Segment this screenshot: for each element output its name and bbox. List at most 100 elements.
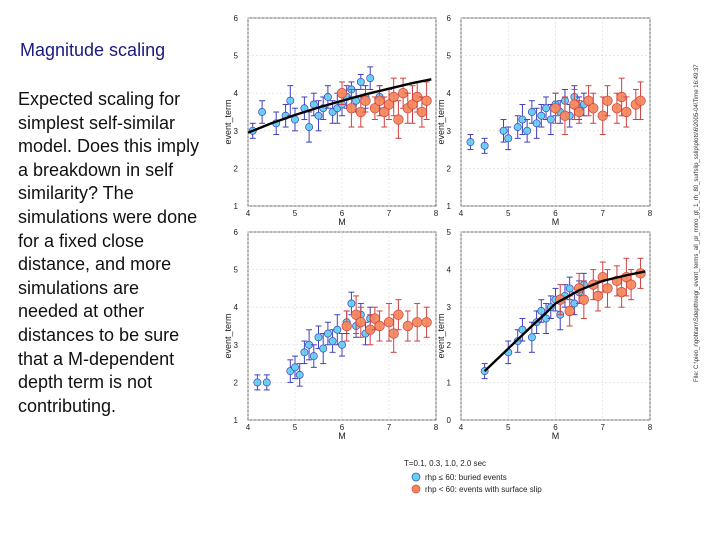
panel-3-buried-point <box>319 344 328 353</box>
panel-2-surface-point <box>588 103 599 114</box>
panel-4-y-tick-label: 5 <box>447 228 452 237</box>
panel-3-x-tick-label: 4 <box>246 423 251 432</box>
panel-4-y-tick-label: 2 <box>447 341 452 350</box>
panel-1-buried-point <box>286 96 295 105</box>
legend-buried-marker <box>411 472 421 482</box>
panel-3-surface-point <box>355 317 366 328</box>
panel-3-buried-point <box>314 333 323 342</box>
legend-buried-label: rhp ≤ 60: buried events <box>425 473 507 482</box>
slide-title: Magnitude scaling <box>20 40 166 60</box>
panel-2-x-tick-label: 4 <box>459 209 464 218</box>
panel-3-x-tick-label: 8 <box>434 423 439 432</box>
panel-1-scaling-curve <box>247 78 432 134</box>
panel-2-buried-point <box>499 126 508 135</box>
panel-4-y-axis-label: event_term <box>436 313 446 358</box>
panel-4-buried-point <box>527 333 536 342</box>
panel-2-y-tick-label: 2 <box>447 164 452 173</box>
panel-3-buried-point <box>328 337 337 345</box>
panel-1-y-tick-label: 5 <box>234 52 239 61</box>
panel-2-surface-point <box>559 110 571 121</box>
panel-2-buried-point <box>527 108 536 116</box>
panel-2-buried-point <box>546 115 555 124</box>
panel-3-surface-point <box>383 317 395 328</box>
panel-1-surface-point <box>421 95 432 106</box>
panel-3-x-tick-label: 7 <box>387 423 392 432</box>
panel-2-buried-point <box>542 104 551 113</box>
panel-1-surface-point <box>360 95 371 106</box>
panel-2-buried-point <box>504 134 513 143</box>
panel-1-buried-point <box>258 108 267 116</box>
panel-2-y-tick-label: 1 <box>447 202 452 211</box>
panel-1-y-tick-label: 2 <box>234 164 239 173</box>
panel-2-buried-point <box>537 111 546 120</box>
panel-4-surface-point <box>602 283 613 294</box>
panel-4-buried-point <box>518 325 527 334</box>
panel-3-buried-point <box>309 352 318 361</box>
panel-4-y-tick-label: 1 <box>447 378 452 387</box>
panel-4-surface-point <box>625 279 637 290</box>
panel-4-y-tick-label: 0 <box>447 416 452 425</box>
panel-3-surface-point <box>412 317 423 328</box>
panel-3-buried-point <box>300 348 309 357</box>
panel-4-y-tick-label: 4 <box>447 266 452 275</box>
legend-period-label: T=0.1, 0.3, 1.0, 2.0 sec <box>404 459 486 468</box>
panel-2-x-tick-label: 5 <box>506 209 511 218</box>
panel-2-buried-point <box>466 138 475 147</box>
panel-2-x-axis-label: M <box>552 217 560 227</box>
panel-3-surface-point <box>402 320 413 332</box>
panel-2-surface-point <box>573 106 585 118</box>
panel-3-buried-point <box>291 363 299 372</box>
panel-2-x-tick-label: 6 <box>553 209 558 218</box>
panel-1-surface-point <box>416 106 428 118</box>
panel-3-surface-point <box>341 320 352 332</box>
panel-3-y-tick-label: 6 <box>234 228 239 237</box>
panel-3-buried-point <box>333 325 342 334</box>
panel-2-x-tick-label: 8 <box>648 209 653 218</box>
legend-surface-label: rhp < 60: events with surface slip <box>425 485 542 494</box>
panel-3-buried-point <box>262 378 271 387</box>
panel-2-surface-point <box>635 95 646 106</box>
panel-2-buried-point <box>523 126 532 135</box>
panel-1-y-tick-label: 1 <box>234 202 239 211</box>
panel-1-y-axis-label: event_term <box>223 99 233 144</box>
panel-4-surface-point <box>592 290 604 302</box>
panel-4-surface-point <box>578 294 589 305</box>
panel-3-y-tick-label: 4 <box>234 303 239 312</box>
panel-2-y-tick-label: 3 <box>447 127 452 136</box>
panel-1-surface-point <box>346 103 357 114</box>
panel-3-y-tick-label: 5 <box>234 266 239 275</box>
panel-4-x-tick-label: 5 <box>506 423 511 432</box>
panel-1-buried-point <box>366 74 375 83</box>
panel-1-buried-point <box>356 77 365 86</box>
panel-4-surface-point <box>564 305 575 317</box>
file-path-label: File: C:\pieo_r\gohtam\Sdepth\regr_event… <box>694 64 700 382</box>
panel-2-surface-point <box>611 103 623 114</box>
panel-3-x-tick-label: 5 <box>293 423 298 432</box>
panel-3-buried-point <box>253 378 262 387</box>
panel-1-x-tick-label: 4 <box>246 209 251 218</box>
panel-1-x-tick-label: 8 <box>434 209 439 218</box>
panel-3-y-tick-label: 2 <box>234 378 239 387</box>
panel-2-buried-point <box>513 123 522 131</box>
panel-4-x-tick-label: 6 <box>553 423 558 432</box>
panel-3-y-tick-label: 3 <box>234 341 239 350</box>
panel-3-buried-point <box>323 329 332 338</box>
panel-4-x-axis-label: M <box>552 431 560 441</box>
panel-2-y-tick-label: 6 <box>447 14 452 23</box>
panel-1-x-tick-label: 6 <box>340 209 345 218</box>
panel-3-x-tick-label: 6 <box>340 423 345 432</box>
panel-2-y-tick-label: 4 <box>447 89 452 98</box>
panel-1-buried-point <box>305 123 314 131</box>
panel-3-surface-point <box>388 328 399 339</box>
panel-2-y-axis-label: event_term <box>436 99 446 144</box>
panel-2-buried-point <box>480 141 489 150</box>
panel-1-buried-point <box>314 111 323 120</box>
panel-1-y-tick-label: 6 <box>234 14 239 23</box>
panel-1-x-tick-label: 7 <box>387 209 392 218</box>
panel-2-buried-point <box>532 119 541 128</box>
panel-3-buried-point <box>347 299 356 308</box>
panel-3-x-axis-label: M <box>338 431 346 441</box>
panel-3-buried-point <box>295 370 304 379</box>
panel-1-surface-point <box>388 91 399 103</box>
